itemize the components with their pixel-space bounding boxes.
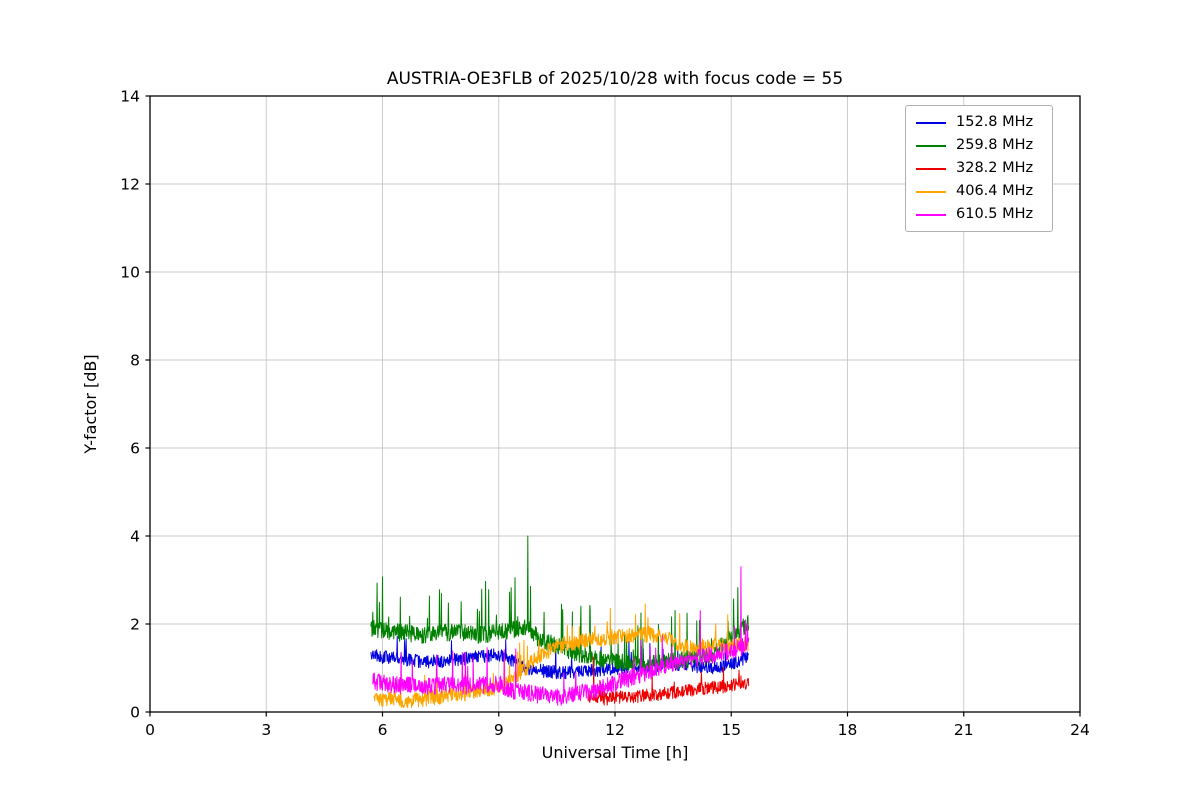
x-axis-label: Universal Time [h] bbox=[542, 743, 689, 762]
chart-title: AUSTRIA-OE3FLB of 2025/10/28 with focus … bbox=[387, 69, 843, 89]
series-layer bbox=[370, 535, 750, 709]
legend-label: 259.8 MHz bbox=[956, 137, 1034, 153]
svg-text:15: 15 bbox=[721, 721, 741, 739]
legend-swatch-610-5 bbox=[916, 213, 946, 216]
series-line-610-5-mhz bbox=[372, 566, 750, 706]
legend-item: 328.2 MHz bbox=[916, 160, 1042, 177]
y-axis-label: Y-factor [dB] bbox=[81, 354, 100, 454]
svg-text:21: 21 bbox=[954, 721, 974, 739]
legend-item: 406.4 MHz bbox=[916, 183, 1042, 200]
series-line-152-8-mhz bbox=[370, 635, 750, 680]
svg-text:12: 12 bbox=[605, 721, 625, 739]
legend-label: 610.5 MHz bbox=[956, 206, 1034, 222]
legend-item: 610.5 MHz bbox=[916, 206, 1042, 223]
svg-text:24: 24 bbox=[1070, 721, 1090, 739]
legend-label: 406.4 MHz bbox=[956, 183, 1034, 199]
svg-text:18: 18 bbox=[838, 721, 858, 739]
legend-swatch-259-8 bbox=[916, 144, 946, 147]
svg-text:0: 0 bbox=[130, 704, 140, 722]
svg-text:6: 6 bbox=[378, 721, 388, 739]
legend-swatch-328-2 bbox=[916, 167, 946, 170]
svg-text:2: 2 bbox=[130, 616, 140, 634]
legend-swatch-406-4 bbox=[916, 190, 946, 193]
svg-text:9: 9 bbox=[494, 721, 504, 739]
series-line-328-2-mhz bbox=[587, 656, 750, 706]
svg-text:12: 12 bbox=[120, 176, 140, 194]
svg-text:0: 0 bbox=[145, 721, 155, 739]
svg-text:6: 6 bbox=[130, 440, 140, 458]
legend-item: 259.8 MHz bbox=[916, 137, 1042, 154]
svg-text:8: 8 bbox=[130, 352, 140, 370]
legend-item: 152.8 MHz bbox=[916, 114, 1042, 131]
legend-label: 328.2 MHz bbox=[956, 160, 1034, 176]
legend: 152.8 MHz 259.8 MHz 328.2 MHz 406.4 MHz … bbox=[905, 105, 1053, 232]
legend-label: 152.8 MHz bbox=[956, 114, 1034, 130]
legend-swatch-152-8 bbox=[916, 121, 946, 124]
svg-text:3: 3 bbox=[261, 721, 271, 739]
svg-text:4: 4 bbox=[130, 528, 140, 546]
svg-text:14: 14 bbox=[120, 88, 140, 106]
svg-text:10: 10 bbox=[120, 264, 140, 282]
